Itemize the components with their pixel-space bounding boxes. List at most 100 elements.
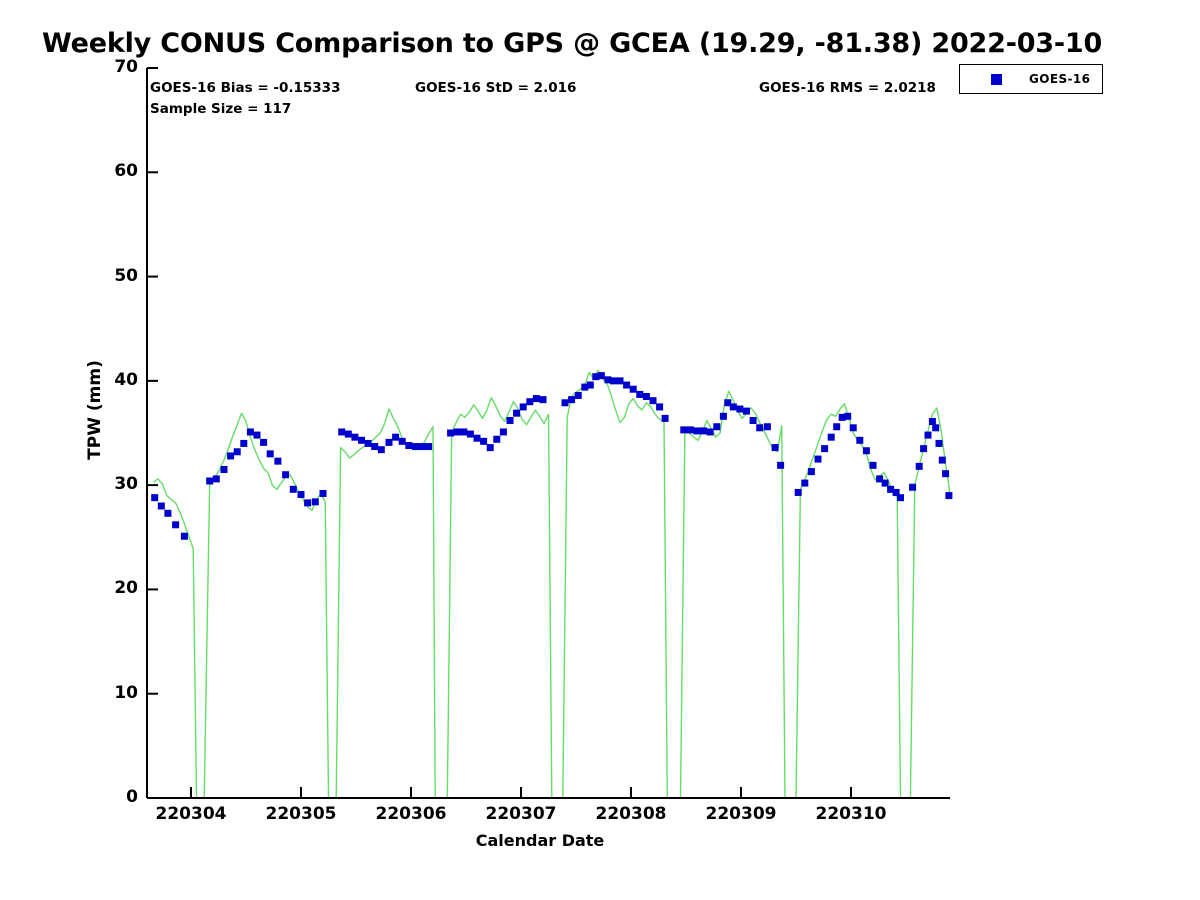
goes16-data-point — [771, 444, 779, 452]
gps-line-segment — [795, 403, 902, 799]
x-axis-label: Calendar Date — [475, 831, 605, 850]
goes16-data-point — [581, 383, 589, 391]
goes16-data-point — [240, 439, 248, 447]
gps-line-segment — [446, 396, 553, 799]
goes16-data-point — [164, 509, 172, 517]
goes16-data-point — [246, 428, 254, 436]
x-axis-tick-label: 220310 — [815, 804, 887, 824]
goes16-data-point — [304, 499, 312, 507]
goes16-data-point — [499, 428, 507, 436]
goes16-data-point — [892, 488, 900, 496]
goes16-data-point — [561, 399, 569, 407]
goes16-data-point — [932, 424, 940, 432]
goes16-data-point — [794, 488, 802, 496]
goes16-data-point — [597, 372, 605, 380]
legend-label-goes16: GOES-16 — [1029, 72, 1091, 86]
goes16-data-point — [233, 448, 241, 456]
goes16-data-point — [623, 381, 631, 389]
goes16-data-point — [460, 428, 468, 436]
goes16-data-point — [592, 373, 600, 381]
goes16-data-point — [282, 471, 290, 479]
gps-line-segment — [679, 390, 786, 799]
goes16-data-point — [338, 428, 346, 436]
goes16-data-point — [680, 426, 688, 434]
goes16-data-point — [526, 398, 534, 406]
goes16-data-point — [833, 423, 841, 431]
goes16-data-point — [586, 381, 594, 389]
y-axis-tick-label: 30 — [114, 474, 138, 495]
goes16-data-point — [539, 396, 547, 404]
gps-line-segment — [153, 478, 198, 799]
goes16-data-point — [827, 433, 835, 441]
goes16-data-point — [453, 428, 461, 436]
goes16-data-point — [700, 427, 708, 435]
stat-bias: GOES-16 Bias = -0.15333 — [150, 80, 341, 96]
goes16-data-point — [821, 445, 829, 453]
x-axis-tick-label: 220308 — [595, 804, 667, 824]
goes16-data-point — [656, 403, 664, 411]
goes16-data-point — [418, 443, 426, 451]
goes16-data-point — [862, 447, 870, 455]
goes16-data-point — [377, 446, 385, 454]
goes16-data-point — [724, 399, 732, 407]
goes16-data-point — [661, 414, 669, 422]
goes16-data-point — [777, 461, 785, 469]
goes16-data-point — [392, 433, 400, 441]
goes16-data-point — [371, 443, 379, 451]
goes16-data-point — [447, 429, 455, 437]
goes16-data-point — [480, 437, 488, 445]
goes16-data-point — [319, 489, 327, 497]
goes16-data-point — [935, 439, 943, 447]
goes16-data-point — [763, 423, 771, 431]
goes16-data-point — [869, 461, 877, 469]
stat-sample-size: Sample Size = 117 — [150, 101, 292, 117]
goes16-data-point — [945, 492, 953, 500]
goes16-data-point — [493, 435, 501, 443]
goes16-data-point — [212, 475, 220, 483]
goes16-data-point — [807, 468, 815, 476]
goes16-data-point — [266, 450, 274, 458]
goes16-data-point — [180, 532, 188, 540]
goes16-data-point — [616, 377, 624, 385]
goes16-data-point — [519, 403, 527, 411]
gps-line-segment — [562, 369, 668, 799]
legend-marker-goes16 — [991, 73, 1002, 85]
goes16-data-point — [473, 434, 481, 442]
goes16-data-point — [398, 437, 406, 445]
goes16-data-point — [749, 416, 757, 424]
page-title: Weekly CONUS Comparison to GPS @ GCEA (1… — [42, 28, 1103, 59]
y-axis-tick-label: 10 — [114, 682, 138, 703]
goes16-data-point — [425, 443, 433, 451]
y-axis-tick-labels: 0 10 20 30 40 50 60 70 — [78, 0, 138, 900]
x-axis-tick-label: 220309 — [705, 804, 777, 824]
goes16-data-point — [649, 397, 657, 405]
y-axis-tick-label: 20 — [114, 578, 138, 599]
goes16-data-point — [157, 502, 165, 510]
goes16-data-point — [743, 407, 750, 415]
goes16-data-point — [227, 452, 235, 460]
goes16-data-point — [253, 431, 261, 439]
goes16-data-point — [405, 442, 413, 450]
goes16-data-point — [311, 498, 319, 506]
goes16-data-point — [411, 443, 419, 451]
x-axis-tick-label: 220304 — [155, 804, 227, 824]
goes16-data-point — [849, 424, 857, 432]
goes16-data-point — [856, 436, 864, 444]
goes16-data-point — [151, 494, 159, 502]
goes16-data-point — [876, 475, 884, 483]
goes16-data-point — [289, 485, 297, 493]
goes16-data-point — [942, 470, 950, 478]
y-axis-tick-label: 60 — [114, 161, 138, 182]
goes16-data-point — [172, 521, 180, 529]
goes16-data-point — [706, 428, 714, 436]
goes16-data-point — [636, 390, 644, 398]
goes16-data-point — [844, 412, 852, 420]
goes16-data-point — [729, 403, 737, 411]
goes16-data-point — [344, 430, 352, 438]
goes16-data-point — [713, 423, 721, 431]
x-axis-tick-label: 220305 — [265, 804, 337, 824]
goes16-data-point — [756, 424, 764, 432]
goes16-data-point — [297, 491, 305, 499]
